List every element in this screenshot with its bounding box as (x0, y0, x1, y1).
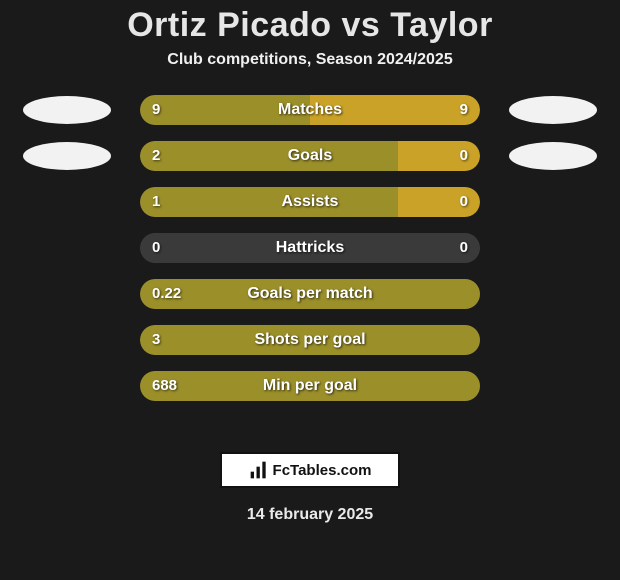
stat-value-right: 0 (460, 141, 468, 171)
stat-value-left: 0 (152, 233, 160, 263)
subtitle: Club competitions, Season 2024/2025 (0, 51, 620, 69)
stat-metric-label: Hattricks (140, 233, 480, 263)
stat-row: 688Min per goal (0, 363, 620, 409)
stat-row: 3Shots per goal (0, 317, 620, 363)
stat-row: 0.22Goals per match (0, 271, 620, 317)
stat-row: 99Matches (0, 87, 620, 133)
stat-bar-left (140, 95, 310, 125)
stat-value-right: 9 (460, 95, 468, 125)
stat-row: 10Assists (0, 179, 620, 225)
stat-value-left: 1 (152, 187, 160, 217)
comparison-infographic: Ortiz Picado vs Taylor Club competitions… (0, 0, 620, 580)
team-logo-right (498, 93, 608, 127)
stat-value-left: 9 (152, 95, 160, 125)
stat-bar-track: 3Shots per goal (140, 325, 480, 355)
stat-bar-track: 20Goals (140, 141, 480, 171)
stat-row: 0 0Hattricks (0, 225, 620, 271)
stat-bar-left (140, 325, 480, 355)
stat-bar-right (310, 95, 480, 125)
page-title: Ortiz Picado vs Taylor (0, 6, 620, 45)
stat-bar-track: 10Assists (140, 187, 480, 217)
ellipse-icon (23, 142, 111, 170)
ellipse-icon (23, 96, 111, 124)
ellipse-icon (509, 96, 597, 124)
stat-value-left: 688 (152, 371, 177, 401)
stat-bar-left (140, 187, 398, 217)
date-text: 14 february 2025 (0, 506, 620, 524)
bar-chart-icon (249, 460, 269, 480)
stat-bar-track: 0.22Goals per match (140, 279, 480, 309)
brand-text: FcTables.com (273, 462, 372, 479)
team-logo-right (498, 139, 608, 173)
stat-bar-track: 99Matches (140, 95, 480, 125)
team-logo-left (12, 93, 122, 127)
stat-bar-left (140, 371, 480, 401)
stat-value-left: 2 (152, 141, 160, 171)
stat-bar-track: 688Min per goal (140, 371, 480, 401)
ellipse-icon (509, 142, 597, 170)
stat-bar-left (140, 279, 480, 309)
stat-value-left: 3 (152, 325, 160, 355)
stat-value-right: 0 (460, 187, 468, 217)
stat-bar-track: 0 0Hattricks (140, 233, 480, 263)
comparison-rows: 99Matches20Goals10Assists00Hattricks0.22… (0, 87, 620, 409)
brand-badge: FcTables.com (220, 452, 400, 488)
stat-value-right: 0 (460, 233, 468, 263)
stat-value-left: 0.22 (152, 279, 181, 309)
stat-row: 20Goals (0, 133, 620, 179)
team-logo-left (12, 139, 122, 173)
stat-bar-left (140, 141, 398, 171)
